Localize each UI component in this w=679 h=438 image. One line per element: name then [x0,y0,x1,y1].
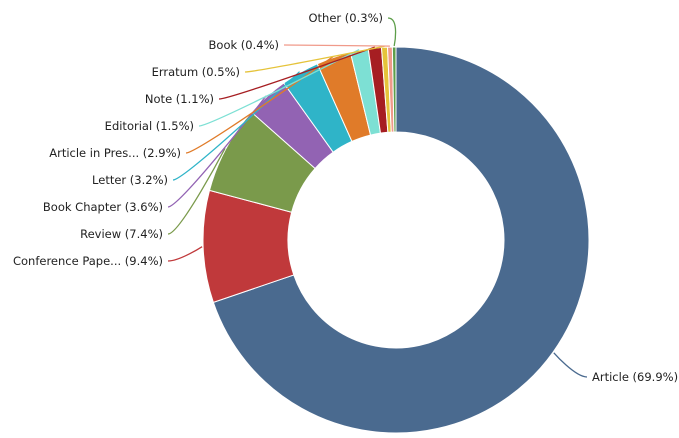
leader-line-other [387,17,397,47]
label-book: Book (0.4%) [209,38,279,52]
label-article: Article (69.9%) [592,370,678,384]
label-leader-lines [167,17,588,378]
slice-article [212,46,590,434]
leader-line-article [553,352,588,378]
label-other: Other (0.3%) [309,11,384,25]
slice-other [391,46,397,133]
leader-line-letter [172,71,300,181]
label-review: Review (7.4%) [80,227,163,241]
label-letter: Letter (3.2%) [92,173,168,187]
leader-line-article-in-pres [185,55,334,154]
label-erratum: Erratum (0.5%) [152,65,240,79]
leader-line-erratum [244,45,385,73]
leader-line-book [283,44,390,47]
leader-line-review [167,148,226,235]
slice-labels: Article (69.9%) Conference Pape... (9.4%)… [13,11,678,384]
label-editorial: Editorial (1.5%) [105,119,194,133]
leader-line-book-chapter [167,95,267,208]
label-note: Note (1.1%) [145,92,214,106]
label-book-chapter: Book Chapter (3.6%) [43,200,163,214]
leader-line-conference-pape [167,246,203,262]
donut-slices [202,46,590,434]
label-article-in-pres: Article in Pres... (2.9%) [49,146,181,160]
label-conference-pape: Conference Pape... (9.4%) [13,254,163,268]
